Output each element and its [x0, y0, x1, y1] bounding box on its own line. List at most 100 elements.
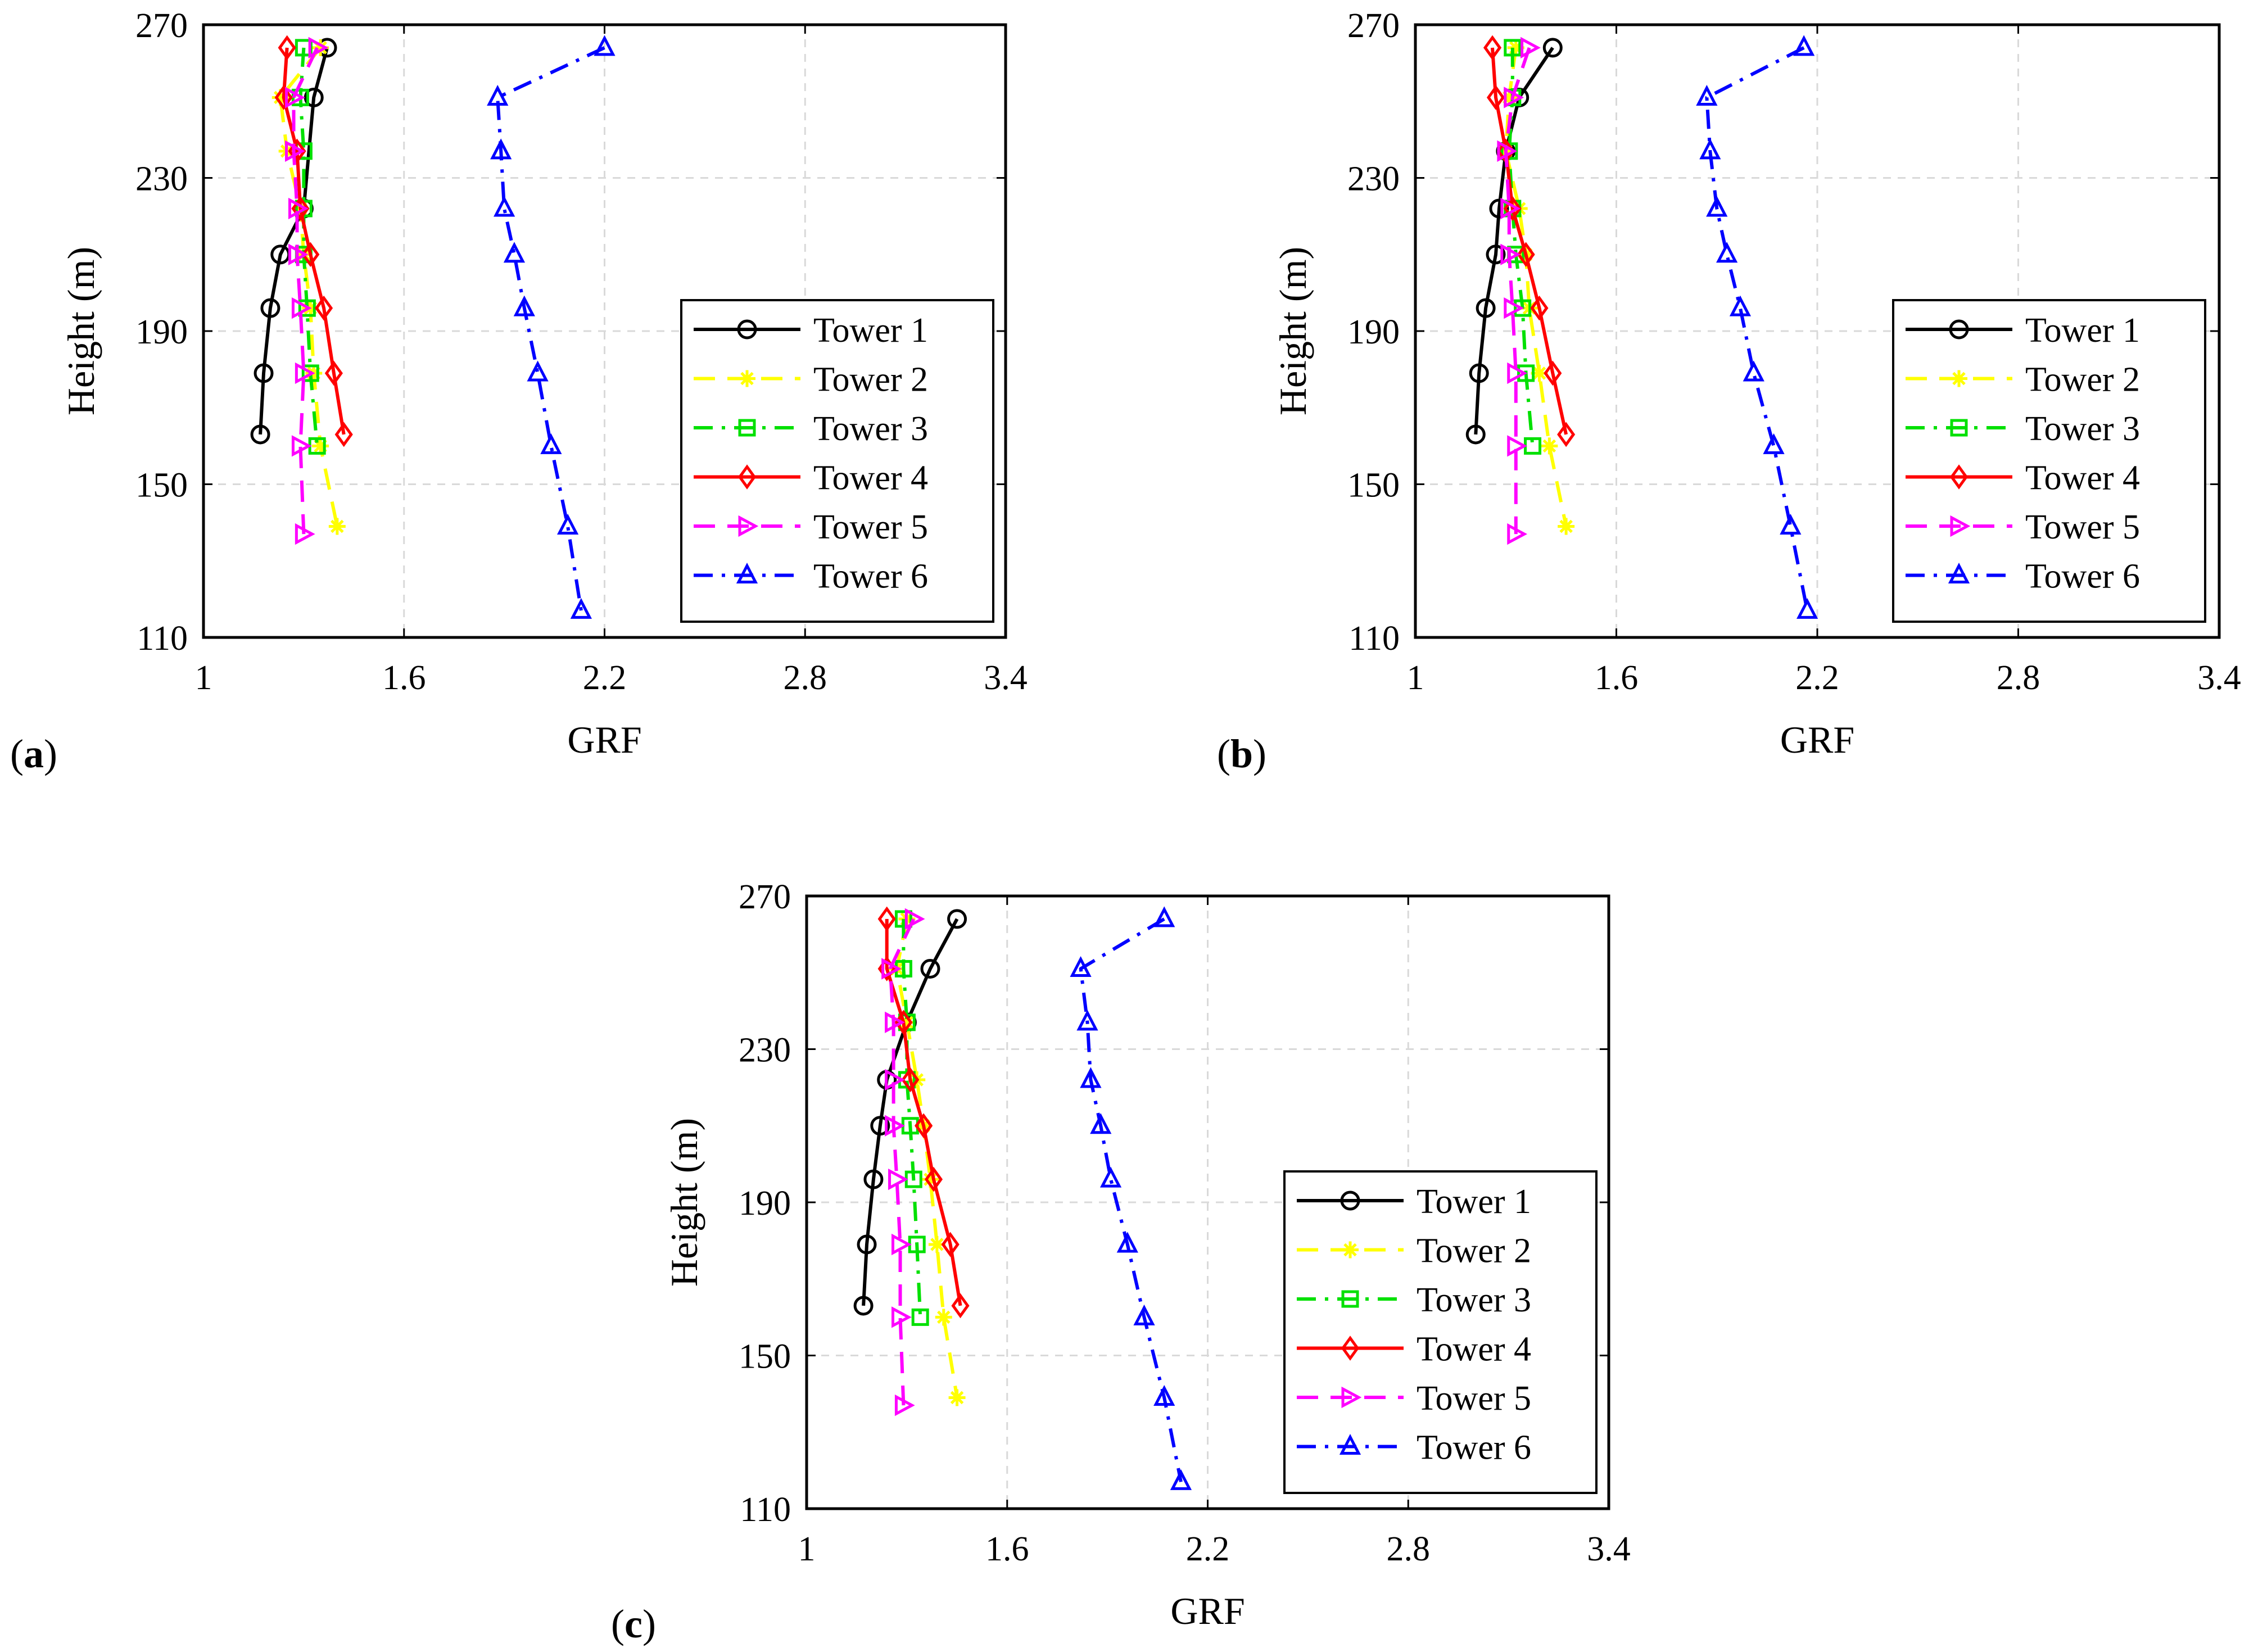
y-tick-label: 190	[739, 1184, 791, 1223]
series-line-tower-4	[885, 918, 962, 1306]
data-point-tower-4	[1486, 85, 1505, 110]
data-point-tower-2	[312, 39, 329, 56]
panel-label: (c)	[611, 1601, 656, 1646]
data-point-tower-6	[1090, 1113, 1112, 1134]
legend-label-tower-3: Tower 3	[813, 410, 928, 448]
data-point-tower-3	[1504, 39, 1522, 57]
data-point-tower-5	[288, 197, 309, 220]
y-tick-label: 150	[1347, 467, 1400, 505]
legend-label-tower-2: Tower 2	[1417, 1232, 1531, 1270]
data-point-tower-4	[324, 360, 343, 386]
data-point-tower-5	[1504, 297, 1524, 319]
data-point-tower-5	[894, 1394, 915, 1416]
data-point-tower-6	[1076, 1010, 1098, 1031]
y-tick-label: 190	[1347, 313, 1400, 351]
y-tick-label: 150	[135, 467, 188, 505]
data-point-tower-5	[308, 37, 329, 59]
axes-frame	[1414, 23, 2221, 639]
x-tick-label: 1.6	[985, 1530, 1029, 1568]
data-point-tower-6	[1080, 1067, 1102, 1088]
data-point-tower-5	[1504, 87, 1524, 108]
data-point-tower-6	[1070, 956, 1092, 977]
data-point-tower-5	[1507, 362, 1528, 384]
data-point-tower-5	[291, 297, 312, 319]
data-point-tower-6	[540, 433, 562, 454]
x-tick-label: 2.2	[1186, 1530, 1230, 1568]
data-point-tower-5	[1500, 197, 1521, 220]
legend-marker-tower-1	[1340, 1191, 1360, 1211]
panel-label: (b)	[1217, 731, 1266, 776]
legend-label-tower-3: Tower 3	[1417, 1281, 1531, 1319]
data-point-tower-6	[503, 242, 526, 263]
data-point-tower-6	[1743, 360, 1764, 382]
data-point-tower-6	[1729, 295, 1752, 316]
legend-marker-tower-2	[1342, 1241, 1359, 1259]
legend-label-tower-5: Tower 5	[2025, 508, 2140, 546]
y-tick-label: 110	[1349, 619, 1400, 658]
data-point-tower-1	[1465, 424, 1486, 445]
x-tick-label: 3.4	[1587, 1530, 1631, 1568]
data-point-tower-5	[1497, 140, 1518, 162]
axes-frame	[805, 894, 1610, 1510]
legend-marker-tower-1	[737, 319, 757, 340]
legend-box	[680, 299, 994, 623]
data-point-tower-2	[1558, 518, 1575, 535]
data-point-tower-2	[1531, 364, 1548, 382]
data-point-tower-2	[1500, 89, 1518, 106]
series-line-tower-1	[259, 47, 329, 435]
x-tick-label: 1.6	[1595, 659, 1639, 697]
axes-frame	[202, 23, 1007, 639]
data-point-tower-4	[941, 1232, 960, 1257]
data-point-tower-2	[922, 1171, 939, 1188]
x-tick-label: 1	[798, 1530, 816, 1568]
y-axis-label: Height (m)	[663, 1118, 705, 1287]
data-point-tower-6	[1153, 906, 1175, 927]
data-point-tower-4	[1557, 422, 1576, 447]
legend-marker-tower-2	[739, 370, 755, 387]
legend-marker-tower-4	[737, 464, 757, 490]
y-tick-label: 110	[137, 619, 188, 658]
legend-label-tower-2: Tower 2	[2025, 361, 2140, 399]
data-point-tower-6	[1716, 242, 1738, 263]
data-point-tower-2	[271, 89, 289, 106]
data-point-tower-6	[1133, 1304, 1155, 1325]
data-point-tower-6	[1797, 598, 1818, 619]
data-point-tower-4	[894, 1010, 913, 1035]
y-tick-label: 230	[1347, 160, 1400, 198]
legend-marker-tower-1	[1949, 319, 1969, 340]
series-line-tower-3	[1507, 47, 1535, 446]
data-point-tower-6	[1696, 84, 1718, 106]
data-point-tower-4	[915, 1113, 933, 1139]
data-point-tower-6	[490, 138, 512, 160]
series-line-tower-3	[298, 47, 319, 446]
data-point-tower-5	[1521, 37, 1541, 59]
data-point-tower-4	[951, 1293, 970, 1319]
data-point-tower-2	[898, 1013, 916, 1031]
legend-marker-tower-5	[1341, 1386, 1362, 1409]
legend-label-tower-5: Tower 5	[813, 508, 928, 546]
x-tick-label: 1	[195, 659, 212, 697]
data-point-tower-6	[1780, 513, 1802, 535]
x-tick-label: 1	[1407, 659, 1424, 697]
legend-label-tower-6: Tower 6	[1417, 1429, 1531, 1467]
y-tick-label: 190	[135, 313, 188, 351]
data-point-tower-4	[334, 422, 353, 447]
data-point-tower-4	[278, 35, 296, 61]
legend-label-tower-1: Tower 1	[1417, 1183, 1531, 1221]
data-point-tower-4	[1503, 196, 1522, 221]
data-point-tower-1	[1469, 363, 1489, 383]
legend-label-tower-5: Tower 5	[1417, 1379, 1531, 1418]
data-point-tower-6	[556, 513, 579, 535]
data-point-tower-5	[904, 908, 925, 930]
data-point-tower-4	[1517, 242, 1535, 268]
data-point-tower-6	[527, 360, 549, 382]
legend-label-tower-2: Tower 2	[813, 361, 928, 399]
y-tick-label: 230	[135, 160, 188, 198]
data-point-tower-6	[1763, 433, 1785, 454]
panel-c: 1 1.6 2.2 2.8 3.4 110 150 190 230 270 GRF Height (m…	[611, 878, 1631, 1646]
legend-label-tower-1: Tower 1	[2025, 311, 2140, 350]
data-point-tower-5	[288, 243, 309, 265]
data-point-tower-1	[863, 1169, 884, 1189]
data-point-tower-6	[1793, 35, 1815, 56]
